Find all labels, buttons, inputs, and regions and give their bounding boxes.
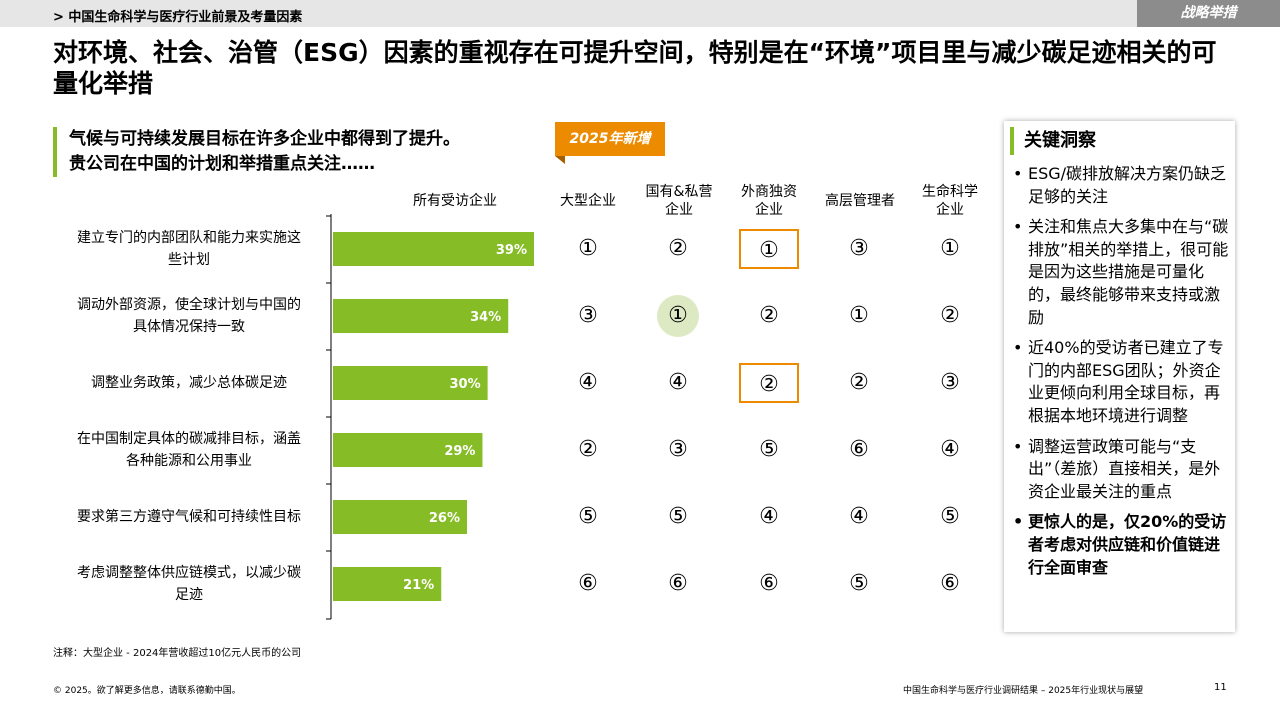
highlight-circle xyxy=(657,295,699,337)
footer-title: 中国生命科学与医疗行业调研结果 – 2025年行业现状与展望 xyxy=(903,686,1144,696)
category-label: 考虑调整整体供应链模式，以减少碳 足迹 xyxy=(55,562,323,606)
rank-lifesci-row-1: ① xyxy=(940,236,960,261)
rank-soe-private-row-4: ③ xyxy=(668,437,688,462)
col-header-large: 大型企业 xyxy=(560,193,616,209)
bar-value-label: 30% xyxy=(449,377,480,392)
subhead-line-1: 气候与可持续发展目标在许多企业中都得到了提升。 xyxy=(69,129,460,149)
new-badge: 2025年新增 xyxy=(555,122,665,164)
chart-subhead: 气候与可持续发展目标在许多企业中都得到了提升。 贵公司在中国的计划和举措重点关注… xyxy=(53,127,460,177)
category-label-line: 各种能源和公用事业 xyxy=(126,453,252,469)
col-header-lifesci-line1: 生命科学 xyxy=(922,184,978,200)
rank-soe-private-row-5: ⑤ xyxy=(668,504,688,529)
breadcrumb[interactable]: > 中国生命科学与医疗行业前景及考量因素 xyxy=(53,10,303,25)
insight-title: 关键洞察 xyxy=(1010,127,1096,155)
bar-3 xyxy=(333,366,488,400)
category-label: 调整业务政策，减少总体碳足迹 xyxy=(55,372,323,394)
rank-senior-row-1: ③ xyxy=(849,236,869,261)
rank-lifesci-row-6: ⑥ xyxy=(940,571,960,596)
rank-foreign-row-6: ⑥ xyxy=(759,571,779,596)
col-header-lifesci-line2: 企业 xyxy=(936,202,964,218)
col-header-soe-private-line1: 国有&私营 xyxy=(645,184,713,200)
category-label-line: 在中国制定具体的碳减排目标，涵盖 xyxy=(77,431,301,447)
col-header-lifesci: 生命科学 企业 xyxy=(910,183,990,219)
rank-large-row-3: ④ xyxy=(578,370,598,395)
insight-item: 关注和焦点大多集中在与“碳排放”相关的举措上，很可能是因为这些措施是可量化的，最… xyxy=(1012,216,1230,329)
rank-foreign-row-4: ⑤ xyxy=(759,437,779,462)
key-insights-panel: 关键洞察 ESG/碳排放解决方案仍缺乏足够的关注 关注和焦点大多集中在与“碳排放… xyxy=(1004,121,1235,632)
category-label: 要求第三方遵守气候和可持续性目标 xyxy=(55,506,323,528)
bar-4 xyxy=(333,433,483,467)
category-label-line: 调整业务政策，减少总体碳足迹 xyxy=(91,375,287,391)
bar-1 xyxy=(333,232,534,266)
rank-soe-private-row-6: ⑥ xyxy=(668,571,688,596)
rank-soe-private-row-2: ① xyxy=(668,303,688,328)
rank-foreign-row-1: ① xyxy=(739,229,799,269)
category-label-line: 调动外部资源，使全球计划与中国的 xyxy=(77,297,301,313)
bar-chart: 39% 34% 30% 29% 26% 21% xyxy=(326,214,534,620)
insight-item: 调整运营政策可能与“支出”（差旅）直接相关，是外资企业最关注的重点 xyxy=(1012,436,1230,504)
category-label: 调动外部资源，使全球计划与中国的 具体情况保持一致 xyxy=(55,294,323,338)
rank-lifesci-row-4: ④ xyxy=(940,437,960,462)
col-header-senior: 高层管理者 xyxy=(825,193,895,209)
rank-senior-row-4: ⑥ xyxy=(849,437,869,462)
top-bar xyxy=(0,0,1280,27)
col-header-foreign-line2: 企业 xyxy=(755,202,783,218)
rank-senior-row-2: ① xyxy=(849,303,869,328)
category-label-line: 足迹 xyxy=(175,587,203,603)
section-tag: 战略举措 xyxy=(1137,0,1280,27)
rank-lifesci-row-3: ③ xyxy=(940,370,960,395)
category-label: 在中国制定具体的碳减排目标，涵盖 各种能源和公用事业 xyxy=(55,428,323,472)
rank-soe-private-row-3: ④ xyxy=(668,370,688,395)
rank-large-row-1: ① xyxy=(578,236,598,261)
insight-item: 更惊人的是，仅20%的受访者考虑对供应链和价值链进行全面审查 xyxy=(1012,511,1230,579)
bar-value-label: 26% xyxy=(429,511,460,526)
bar-2 xyxy=(333,299,509,333)
bar-value-label: 21% xyxy=(403,578,434,593)
bar-value-label: 34% xyxy=(470,310,501,325)
rank-large-row-4: ② xyxy=(578,437,598,462)
rank-lifesci-row-5: ⑤ xyxy=(940,504,960,529)
rank-foreign-row-2: ② xyxy=(759,303,779,328)
page-number: 11 xyxy=(1214,682,1227,693)
category-label: 建立专门的内部团队和能力来实施这 些计划 xyxy=(55,227,323,271)
rank-senior-row-5: ④ xyxy=(849,504,869,529)
subhead-line-2: 贵公司在中国的计划和举措重点关注…… xyxy=(69,154,375,174)
rank-large-row-5: ⑤ xyxy=(578,504,598,529)
insight-item: ESG/碳排放解决方案仍缺乏足够的关注 xyxy=(1012,163,1230,208)
page-title: 对环境、社会、治管（ESG）因素的重视存在可提升空间，特别是在“环境”项目里与减… xyxy=(53,38,1217,98)
col-header-soe-private-line2: 企业 xyxy=(665,202,693,218)
col-header-all: 所有受访企业 xyxy=(413,193,497,209)
bar-value-label: 29% xyxy=(444,444,475,459)
category-label-line: 要求第三方遵守气候和可持续性目标 xyxy=(77,509,301,525)
col-header-soe-private: 国有&私营 企业 xyxy=(638,183,720,219)
col-header-foreign: 外商独资 企业 xyxy=(729,183,809,219)
rank-soe-private-row-1: ② xyxy=(668,236,688,261)
rank-foreign-row-3: ② xyxy=(739,363,799,403)
bar-value-label: 39% xyxy=(496,243,527,258)
rank-large-row-2: ③ xyxy=(578,303,598,328)
copyright: © 2025。欲了解更多信息，请联系德勤中国。 xyxy=(53,686,241,696)
rank-senior-row-3: ② xyxy=(849,370,869,395)
bar-6 xyxy=(333,567,442,601)
rank-large-row-6: ⑥ xyxy=(578,571,598,596)
footnote: 注释：大型企业 - 2024年营收超过10亿元人民币的公司 xyxy=(53,648,302,659)
insight-item: 近40%的受访者已建立了专门的内部ESG团队；外资企业更倾向利用全球目标，再根据… xyxy=(1012,337,1230,427)
rank-lifesci-row-2: ② xyxy=(940,303,960,328)
category-label-line: 考虑调整整体供应链模式，以减少碳 xyxy=(77,565,301,581)
rank-senior-row-6: ⑤ xyxy=(849,571,869,596)
rank-foreign-row-5: ④ xyxy=(759,504,779,529)
insight-list: ESG/碳排放解决方案仍缺乏足够的关注 关注和焦点大多集中在与“碳排放”相关的举… xyxy=(1012,163,1230,587)
col-header-foreign-line1: 外商独资 xyxy=(741,184,797,200)
category-label-line: 具体情况保持一致 xyxy=(133,319,245,335)
bar-5 xyxy=(333,500,467,534)
category-label-line: 建立专门的内部团队和能力来实施这 xyxy=(77,230,301,246)
category-label-line: 些计划 xyxy=(168,252,210,268)
